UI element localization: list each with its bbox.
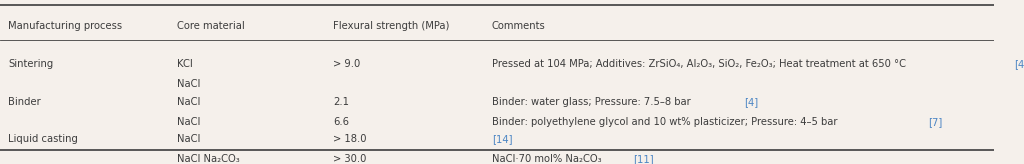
Text: NaCl: NaCl	[177, 117, 201, 127]
Text: Manufacturing process: Manufacturing process	[8, 21, 122, 31]
Text: NaCl: NaCl	[177, 97, 201, 107]
Text: NaCl·70 mol% Na₂CO₃: NaCl·70 mol% Na₂CO₃	[492, 154, 604, 164]
Text: Liquid casting: Liquid casting	[8, 134, 78, 144]
Text: [4]: [4]	[744, 97, 759, 107]
Text: KCl: KCl	[177, 59, 193, 69]
Text: Comments: Comments	[492, 21, 546, 31]
Text: Binder: water glass; Pressure: 7.5–8 bar: Binder: water glass; Pressure: 7.5–8 bar	[492, 97, 693, 107]
Text: NaCl: NaCl	[177, 79, 201, 89]
Text: [11]: [11]	[633, 154, 653, 164]
Text: [4]: [4]	[1014, 59, 1024, 69]
Text: NaCl: NaCl	[177, 134, 201, 144]
Text: Sintering: Sintering	[8, 59, 53, 69]
Text: > 9.0: > 9.0	[333, 59, 360, 69]
Text: Binder: polyethylene glycol and 10 wt% plasticizer; Pressure: 4–5 bar: Binder: polyethylene glycol and 10 wt% p…	[492, 117, 841, 127]
Text: > 18.0: > 18.0	[333, 134, 367, 144]
Text: NaCl Na₂CO₃: NaCl Na₂CO₃	[177, 154, 240, 164]
Text: 6.6: 6.6	[333, 117, 349, 127]
Text: Binder: Binder	[8, 97, 41, 107]
Text: 2.1: 2.1	[333, 97, 349, 107]
Text: [7]: [7]	[928, 117, 942, 127]
Text: [14]: [14]	[492, 134, 512, 144]
Text: Core material: Core material	[177, 21, 245, 31]
Text: Flexural strength (MPa): Flexural strength (MPa)	[333, 21, 450, 31]
Text: Pressed at 104 MPa; Additives: ZrSiO₄, Al₂O₃, SiO₂, Fe₂O₃; Heat treatment at 650: Pressed at 104 MPa; Additives: ZrSiO₄, A…	[492, 59, 909, 69]
Text: > 30.0: > 30.0	[333, 154, 367, 164]
